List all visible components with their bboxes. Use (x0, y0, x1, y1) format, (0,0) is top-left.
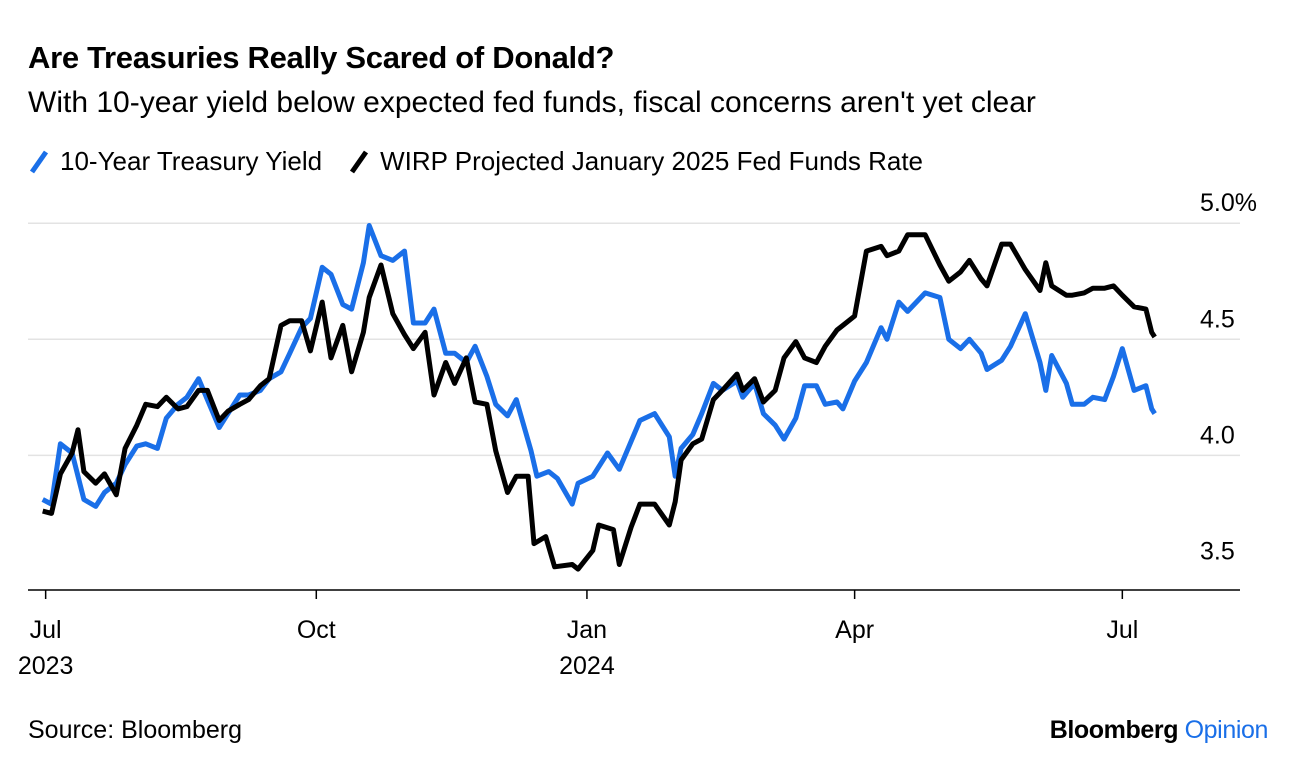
x-tick-label-0: Jul (30, 616, 62, 644)
source-note: Source: Bloomberg (28, 716, 243, 744)
y-tick-label-2: 4.5 (1200, 305, 1235, 333)
series-line-wirp-fed-funds (42, 232, 1157, 572)
x-tick-sublabel-0: 2023 (18, 652, 74, 680)
x-tick-sublabel-2: 2024 (559, 652, 615, 680)
x-tick-label-2: Jan (567, 616, 607, 644)
grid-lines (28, 222, 1240, 457)
brand-bloomberg: Bloomberg (1049, 716, 1179, 744)
legend-label-treasury: 10-Year Treasury Yield (60, 146, 323, 176)
chart-subtitle: With 10-year yield below expected fed fu… (28, 86, 1036, 119)
legend-swatch-wirp (350, 150, 369, 173)
x-axis: Jul 2023 Oct Jan 2024 Apr Jul (18, 589, 1240, 680)
legend-label-wirp: WIRP Projected January 2025 Fed Funds Ra… (380, 146, 924, 176)
y-tick-label-1: 4.0 (1200, 421, 1235, 449)
legend-item-treasury: 10-Year Treasury Yield (28, 146, 322, 177)
legend-item-wirp: WIRP Projected January 2025 Fed Funds Ra… (348, 146, 923, 177)
brand-opinion: Opinion (1184, 716, 1269, 744)
chart-legend: 10-Year Treasury Yield WIRP Projected Ja… (28, 146, 949, 177)
x-tick-label-3: Apr (835, 616, 874, 644)
legend-swatch-treasury (29, 150, 49, 173)
x-tick-label-4: Jul (1106, 616, 1138, 644)
series-lines (41, 223, 1157, 572)
brand-logo: Bloomberg Opinion (1049, 716, 1269, 745)
series-line-treasury-yield (41, 223, 1157, 509)
y-tick-label-0: 3.5 (1200, 537, 1235, 565)
y-tick-label-3: 5.0% (1200, 189, 1257, 217)
chart-title: Are Treasuries Really Scared of Donald? (28, 40, 615, 75)
y-axis-labels: 3.5 4.0 4.5 5.0% (1200, 189, 1257, 565)
x-tick-label-1: Oct (297, 616, 336, 644)
